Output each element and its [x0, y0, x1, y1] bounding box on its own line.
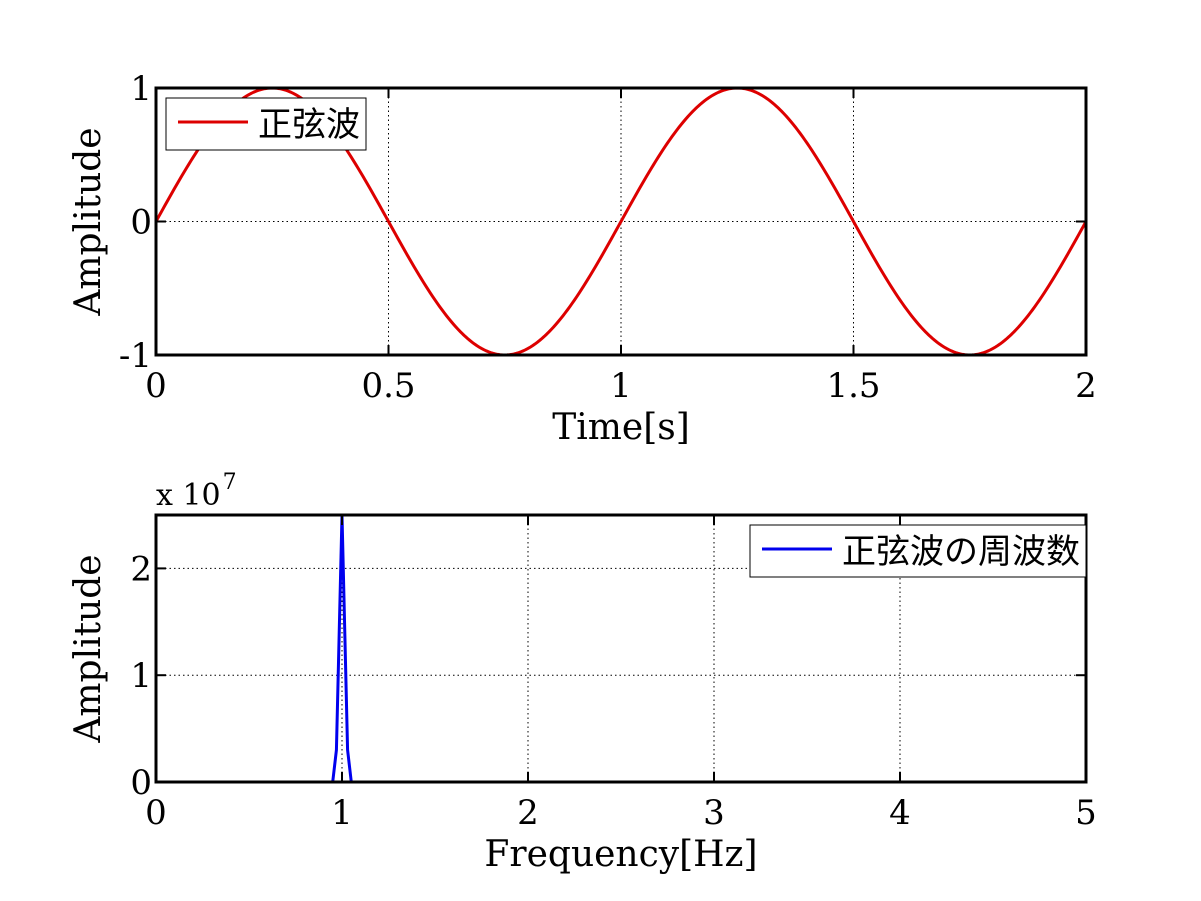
- frequency-series-group: [331, 513, 353, 783]
- frequency-legend-label: 正弦波の周波数: [842, 532, 1080, 572]
- frequency-y-tick-labels: 0 1 2: [130, 549, 152, 803]
- series-line: [331, 513, 353, 783]
- frequency-y-axis-label: Amplitude: [68, 554, 109, 743]
- y-tick-label: -1: [119, 336, 152, 376]
- frequency-legend: 正弦波の周波数: [749, 524, 1087, 578]
- x-tick-label: 0.5: [361, 366, 415, 406]
- time-y-axis-label: Amplitude: [68, 127, 109, 316]
- x-tick-label: 0: [145, 793, 167, 833]
- x-tick-label: 1: [610, 366, 632, 406]
- time-ticks: [155, 87, 1087, 356]
- y-multiplier-label: x 107: [156, 470, 237, 513]
- frequency-x-tick-labels: 0 1 2 3 4 5: [145, 793, 1097, 833]
- frequency-legend-box: [749, 524, 1087, 578]
- time-domain-chart: 0 0.5 1 1.5 2 -101 Time[s] Amplitude 正弦波: [68, 69, 1097, 448]
- x-tick-label: 0: [145, 366, 167, 406]
- y-tick-label: 1: [130, 656, 152, 696]
- frequency-domain-chart: 0 1 2 3 4 5 0 1 2 x 107 Frequency[Hz] Amplitude…: [68, 470, 1097, 875]
- y-tick-label: 0: [130, 203, 152, 243]
- time-legend-box: [165, 97, 367, 151]
- time-x-axis-label: Time[s]: [552, 407, 690, 448]
- y-multiplier-base: x 10: [156, 478, 221, 513]
- y-tick-label: 1: [130, 69, 152, 109]
- frequency-plot-frame: [154, 513, 1088, 784]
- x-tick-label: 3: [703, 793, 725, 833]
- x-tick-label: 1.5: [826, 366, 880, 406]
- frequency-x-axis-label: Frequency[Hz]: [484, 834, 757, 875]
- time-legend-label: 正弦波: [258, 105, 360, 145]
- x-tick-label: 1: [331, 793, 353, 833]
- y-tick-label: 2: [130, 549, 152, 589]
- frequency-ticks: [155, 515, 1087, 783]
- time-legend: 正弦波: [165, 97, 367, 151]
- y-tick-label: 0: [130, 763, 152, 803]
- y-multiplier-exponent: 7: [223, 470, 237, 495]
- time-x-tick-labels: 0 0.5 1 1.5 2: [145, 366, 1097, 406]
- time-y-tick-labels: -1 0 1: [119, 69, 152, 376]
- x-tick-label: 2: [1075, 366, 1097, 406]
- x-tick-label: 5: [1075, 793, 1097, 833]
- x-tick-label: 2: [517, 793, 539, 833]
- x-tick-label: 4: [889, 793, 911, 833]
